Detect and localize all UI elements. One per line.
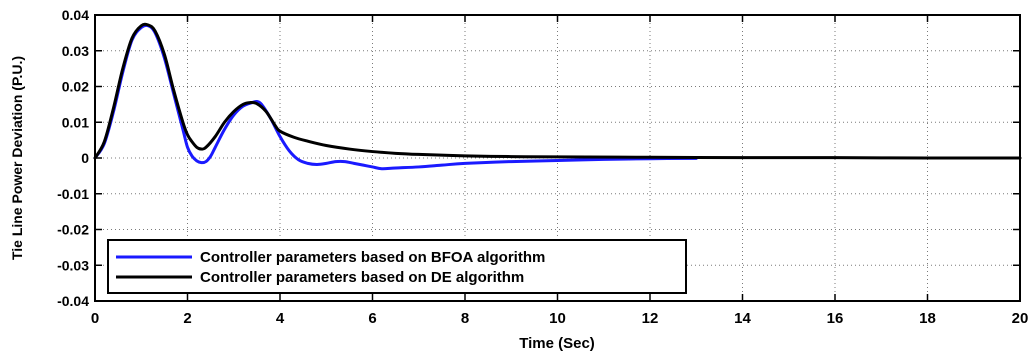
x-tick-label: 12 <box>642 310 659 327</box>
x-tick-label: 10 <box>549 310 566 327</box>
x-tick-labels: 0 2 4 6 8 10 12 14 16 18 20 <box>91 310 1029 327</box>
x-tick-label: 2 <box>183 310 191 327</box>
y-tick-label: 0.02 <box>62 79 89 95</box>
legend: Controller parameters based on BFOA algo… <box>107 239 687 294</box>
y-tick-label: -0.01 <box>57 186 89 202</box>
legend-label-bfoa: Controller parameters based on BFOA algo… <box>200 249 545 266</box>
series-line-de <box>93 22 1022 160</box>
x-tick-label: 14 <box>734 310 751 327</box>
y-axis-label: Tie Line Power Deviation (P.U.) <box>9 56 25 260</box>
x-tick-label: 0 <box>91 310 99 327</box>
legend-label-de: Controller parameters based on DE algori… <box>200 269 524 286</box>
x-tick-label: 8 <box>461 310 469 327</box>
y-tick-label: 0 <box>81 150 89 166</box>
axis-ticks <box>94 14 1021 302</box>
x-tick-label: 4 <box>276 310 285 327</box>
x-tick-label: 16 <box>827 310 844 327</box>
legend-box <box>107 239 687 294</box>
x-axis-label: Time (Sec) <box>519 335 595 352</box>
y-tick-labels: -0.04 -0.03 -0.02 -0.01 0 0.01 0.02 0.03 0.04 <box>57 7 89 309</box>
x-tick-label: 6 <box>368 310 376 327</box>
y-tick-label: 0.04 <box>62 7 89 23</box>
y-tick-label: -0.04 <box>57 293 89 309</box>
x-tick-label: 20 <box>1012 310 1029 327</box>
y-tick-label: 0.01 <box>62 114 89 130</box>
y-tick-label: -0.02 <box>57 222 89 238</box>
y-tick-label: 0.03 <box>62 43 89 59</box>
x-tick-label: 18 <box>919 310 936 327</box>
y-tick-label: -0.03 <box>57 257 89 273</box>
series-layer <box>93 22 1022 171</box>
